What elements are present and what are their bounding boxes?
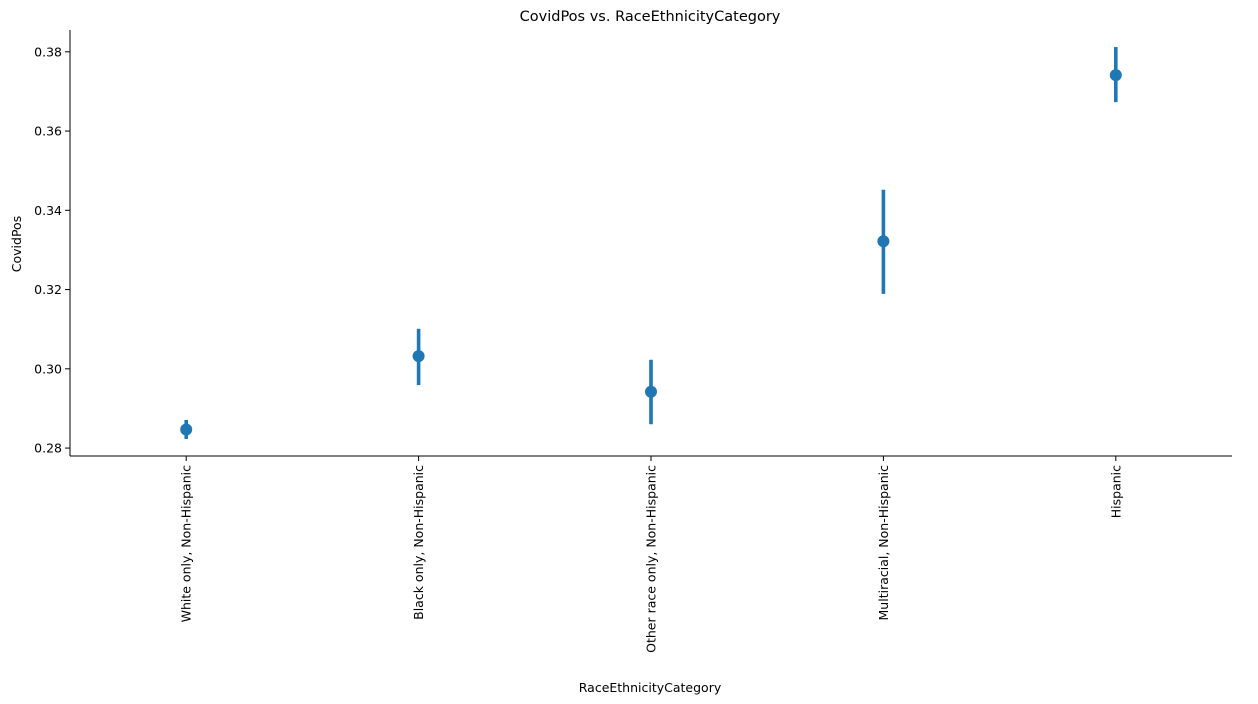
x-tick-label: Black only, Non-Hispanic [411, 465, 426, 620]
y-axis-label: CovidPos [9, 216, 24, 272]
x-axis: White only, Non-Hispanic Black only, Non-… [179, 456, 1123, 653]
data-marks [180, 47, 1122, 439]
data-point [645, 385, 657, 398]
x-tick-label: Other race only, Non-Hispanic [644, 465, 659, 653]
y-tick-label: 0.32 [34, 282, 62, 297]
chart-title: CovidPos vs. RaceEthnicityCategory [520, 9, 781, 25]
x-tick-label: White only, Non-Hispanic [179, 465, 194, 623]
y-tick-label: 0.34 [34, 203, 62, 218]
data-point [877, 235, 890, 248]
data-point [1109, 69, 1122, 82]
y-tick-label: 0.28 [34, 441, 62, 456]
x-tick-label: Multiracial, Non-Hispanic [876, 465, 891, 621]
x-tick-label: Hispanic [1108, 465, 1123, 518]
data-point [412, 350, 425, 363]
y-tick-label: 0.36 [34, 124, 62, 139]
x-axis-label: RaceEthnicityCategory [579, 680, 722, 695]
y-tick-label: 0.30 [34, 361, 62, 376]
y-axis: 0.28 0.30 0.32 0.34 0.36 0.38 [34, 44, 70, 456]
y-tick-label: 0.38 [34, 44, 62, 59]
data-point [180, 423, 193, 436]
